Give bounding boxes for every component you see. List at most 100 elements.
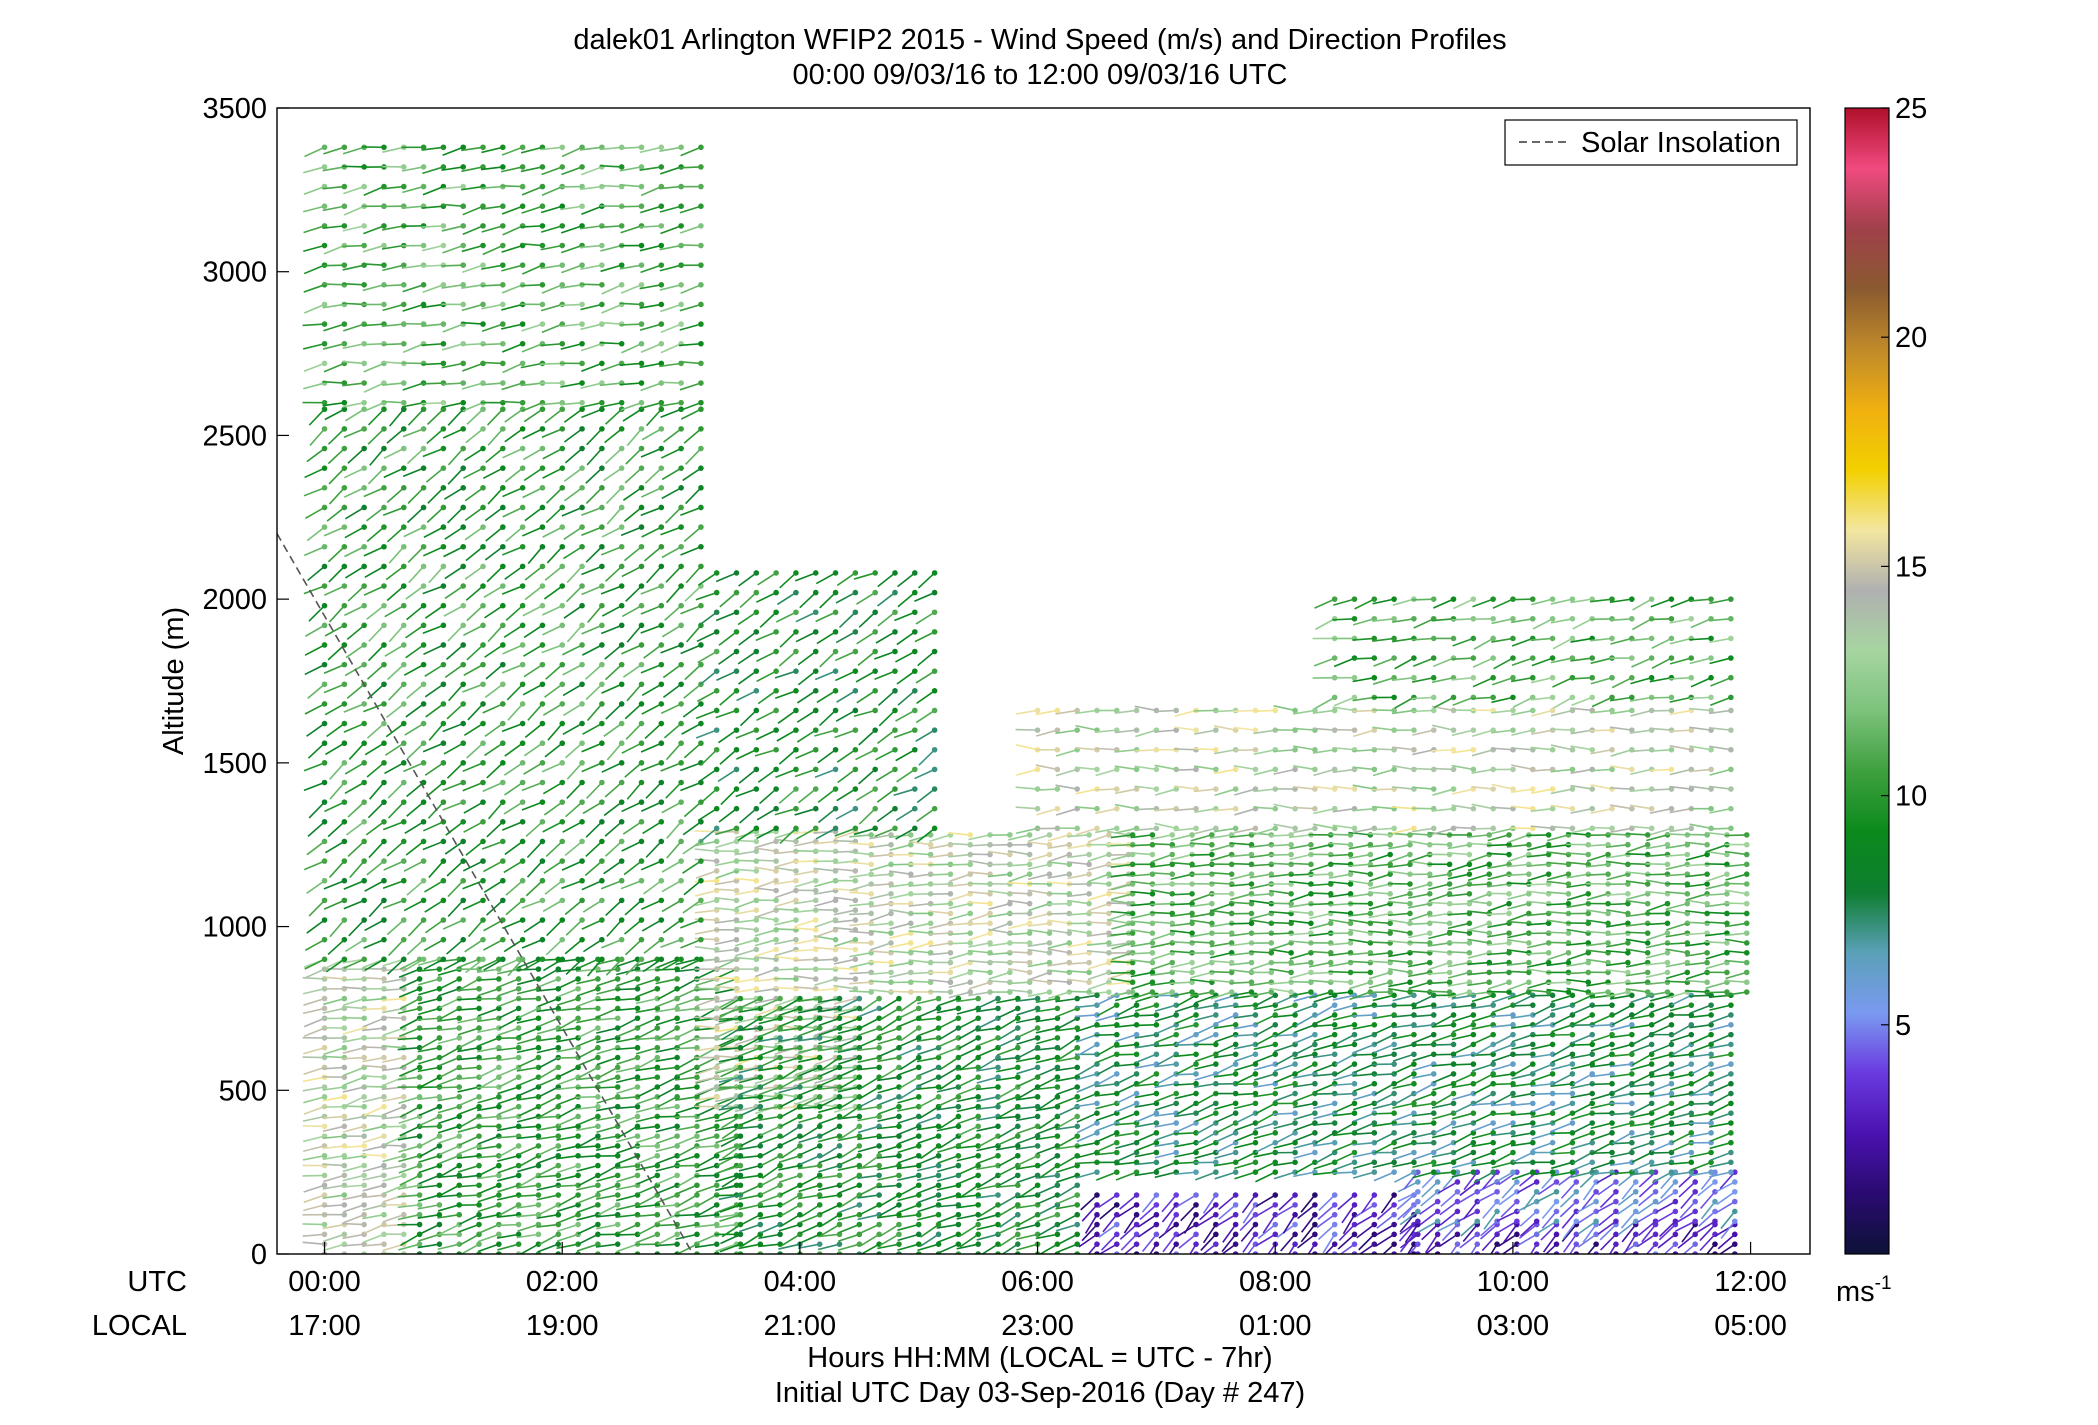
wind-barb-point [713, 956, 720, 963]
wind-barb-point [1510, 1149, 1516, 1156]
wind-barb-point [1015, 1005, 1021, 1012]
wind-barb-tail [477, 1135, 500, 1145]
wind-barb-tail [598, 1164, 619, 1177]
wind-barb-tail [596, 1037, 618, 1044]
wind-barb-tail [908, 873, 931, 879]
wind-barb-tail [635, 1037, 658, 1041]
wind-barb-tail [656, 1135, 678, 1145]
wind-barb-tail [537, 1243, 559, 1253]
wind-barb-point [654, 1005, 661, 1012]
wind-barb-tail [496, 1233, 519, 1239]
wind-barb-tail [438, 1145, 460, 1156]
wind-barb-point [634, 1084, 641, 1090]
wind-barb-tail [695, 1125, 717, 1134]
wind-barb-point [535, 1103, 542, 1110]
wind-barb-point [400, 1015, 407, 1022]
wind-barb-tail [928, 922, 951, 930]
wind-barb-tail [438, 1155, 460, 1165]
wind-barb-tail [497, 1096, 519, 1105]
wind-barb-point [888, 841, 894, 848]
wind-barb-point [341, 1202, 348, 1208]
wind-barb-point [995, 1123, 1001, 1130]
wind-barb-point [694, 1162, 700, 1169]
wind-barb-point [436, 1162, 443, 1169]
wind-barb-point [1213, 1231, 1219, 1238]
wind-barb-point [896, 1113, 902, 1120]
wind-barb-point [1331, 1139, 1338, 1146]
wind-barb-tail [458, 1105, 480, 1116]
wind-barb-point [1648, 1022, 1655, 1028]
wind-barb-tail [418, 1174, 440, 1185]
wind-barb-tail [595, 1145, 618, 1151]
wind-barb-tail [1273, 1112, 1296, 1116]
wind-barb-tail [498, 958, 519, 969]
wind-barb-point [816, 1182, 823, 1189]
wind-barb-point [496, 1143, 502, 1149]
wind-barb-point [975, 1202, 981, 1208]
wind-barb-tail [595, 1135, 618, 1141]
wind-barb-point [915, 1211, 922, 1218]
wind-barb-point [888, 940, 894, 946]
wind-barb-point [1173, 1031, 1180, 1038]
wind-barb-tail [948, 863, 971, 866]
wind-barb-point [595, 1094, 601, 1100]
wind-barb-tail [635, 997, 658, 1005]
wind-barb-point [614, 1025, 621, 1031]
wind-barb-tail [694, 1096, 717, 1102]
wind-barb-point [674, 1025, 680, 1031]
wind-barb-point [1549, 1159, 1556, 1166]
wind-barb-point [1133, 1051, 1140, 1058]
wind-barb-point [733, 848, 740, 855]
wind-barb-point [876, 1064, 882, 1071]
wind-barb-point [1391, 1231, 1397, 1238]
wind-barb-tail [694, 848, 717, 853]
wind-barb-point [1391, 1241, 1397, 1247]
wind-barb-tail [477, 1007, 500, 1017]
wind-barb-tail [616, 1086, 638, 1095]
wind-barb-tail [793, 899, 816, 905]
wind-barb-point [416, 1211, 423, 1218]
wind-barb-tail [754, 948, 777, 957]
wind-barb-tail [869, 929, 892, 934]
wind-barb-point [955, 1103, 962, 1110]
wind-barb-point [757, 1044, 764, 1051]
wind-barb-point [614, 1084, 621, 1090]
wind-barb-point [836, 1094, 843, 1100]
wind-barb-point [694, 1074, 700, 1080]
wind-barb-tail [635, 1007, 658, 1014]
wind-barb-point [995, 1103, 1001, 1110]
wind-barb-tail [477, 1233, 500, 1243]
wind-barb-point [1391, 1221, 1397, 1228]
wind-barb-point [1450, 1169, 1457, 1175]
wind-barb-tail [478, 1066, 500, 1078]
wind-barb-point [1292, 1221, 1298, 1228]
wind-barb-point [1133, 1211, 1140, 1218]
wind-barb-point [896, 1123, 902, 1130]
wind-barb-point [1074, 1044, 1081, 1051]
wind-barb-point [595, 1103, 601, 1110]
wind-barb-tail [1550, 1033, 1573, 1036]
wind-barb-tail [754, 847, 777, 853]
wind-barb-point [1046, 832, 1053, 838]
wind-barb-point [1193, 1051, 1199, 1058]
wind-barb-point [876, 1015, 882, 1022]
wind-barb-tail [556, 997, 579, 1006]
wind-barb-point [967, 910, 974, 917]
wind-barb-point [1193, 1061, 1199, 1067]
wind-barb-tail [576, 1164, 599, 1172]
wind-barb-tail [793, 975, 816, 980]
wind-barb-tail [889, 843, 912, 851]
wind-barb-point [1712, 1218, 1718, 1225]
wind-barb-point [361, 1143, 367, 1149]
wind-barb-point [1549, 1012, 1556, 1018]
wind-barb-point [797, 1143, 803, 1149]
wind-barb-point [694, 1084, 700, 1090]
wind-barb-point [1074, 1192, 1081, 1198]
wind-barb-tail [496, 1046, 519, 1052]
wind-barb-point [1391, 1041, 1397, 1048]
wind-barb-point [634, 1103, 641, 1110]
wind-barb-point [674, 985, 680, 992]
wind-barb-point [1514, 1179, 1520, 1185]
wind-barb-point [908, 871, 914, 877]
wind-barb-point [496, 1044, 502, 1051]
